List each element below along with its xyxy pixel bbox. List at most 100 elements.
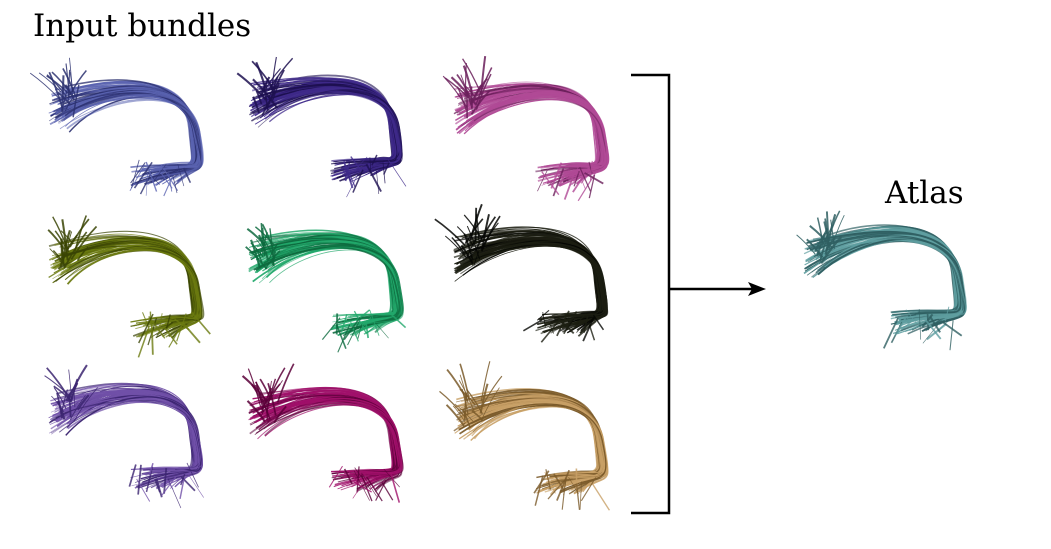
fiber-stray	[69, 395, 86, 421]
fiber-stray	[926, 323, 947, 341]
fiber-stray	[466, 225, 481, 260]
fiber-stray	[549, 323, 554, 334]
fiber-stray	[590, 481, 611, 511]
fiber-stray	[480, 222, 499, 250]
fiber-stray	[540, 319, 561, 343]
fiber-stray	[67, 69, 71, 102]
fiber-stray	[187, 473, 204, 498]
fiber-stray	[158, 313, 163, 335]
fiber-stray	[263, 399, 269, 423]
fiber-stray	[70, 225, 98, 260]
fiber-stray	[574, 166, 579, 184]
fiber-stray	[925, 319, 941, 332]
fiber-stray	[375, 479, 387, 501]
fiber-stray	[267, 84, 277, 99]
input-bundle-5	[245, 223, 407, 353]
bracket-arrow-connector	[631, 73, 766, 515]
fiber-stray	[541, 171, 560, 196]
fiber-stray	[163, 467, 168, 494]
fiber-stray	[72, 84, 80, 118]
fiber-stray	[882, 317, 899, 349]
fiber-stray	[259, 378, 272, 401]
fiber-stray	[260, 76, 271, 96]
fiber-streamline	[456, 245, 608, 333]
fiber-stray	[366, 476, 383, 502]
fiber-stray	[148, 462, 154, 476]
fiber-stray	[460, 244, 474, 265]
fiber-streamline	[459, 403, 607, 492]
fiber-stray	[376, 323, 389, 339]
fiber-stray	[130, 162, 146, 184]
fiber-stray	[57, 91, 71, 105]
fiber-stray	[923, 318, 942, 340]
fiber-stray	[354, 316, 372, 337]
fiber-stray	[49, 248, 64, 266]
fiber-stray	[154, 478, 161, 493]
fiber-streamline	[257, 241, 404, 330]
fiber-stray	[547, 477, 567, 500]
fiber-stray	[69, 70, 87, 96]
fiber-stray	[796, 234, 816, 255]
fiber-stray	[343, 316, 361, 341]
fiber-stray	[828, 210, 841, 236]
input-bundle-9	[439, 361, 611, 511]
fiber-stray	[342, 166, 353, 183]
fiber-stray	[163, 174, 174, 197]
fiber-stray	[463, 233, 474, 260]
fiber-stray	[371, 154, 378, 166]
fiber-streamline	[255, 404, 401, 473]
fiber-stray	[76, 394, 90, 411]
fiber-streamline	[454, 242, 608, 316]
fiber-stray	[434, 218, 466, 246]
fiber-stray	[381, 482, 394, 501]
fiber-stray	[466, 239, 477, 258]
fiber-stray	[268, 243, 279, 260]
fiber-stray	[922, 320, 942, 344]
fiber-stray	[480, 361, 491, 402]
fiber-stray	[456, 86, 467, 110]
fiber-stray	[148, 315, 166, 339]
fiber-stray	[51, 395, 65, 413]
fiber-streamline	[66, 99, 204, 181]
fiber-stray	[346, 169, 361, 198]
fiber-stray	[388, 311, 407, 329]
fiber-stray	[271, 82, 280, 101]
fiber-stray	[66, 364, 88, 402]
fiber-stray	[276, 363, 295, 403]
fiber-stray	[816, 227, 829, 257]
input-bundles-title: Input bundles	[33, 8, 252, 44]
atlas-title: Atlas	[885, 175, 964, 211]
fiber-stray	[254, 384, 271, 420]
fiber-stray	[261, 380, 283, 416]
input-bundles-grid	[29, 55, 611, 511]
fiber-stray	[172, 175, 178, 194]
fiber-stray	[62, 68, 77, 98]
input-bundle-6	[434, 203, 609, 343]
fiber-stray	[579, 481, 582, 510]
fiber-stray	[60, 238, 66, 269]
fiber-stray	[584, 172, 604, 185]
fiber-stray	[474, 216, 497, 252]
fiber-streamline	[261, 246, 402, 331]
fiber-stray	[894, 320, 913, 336]
fiber-stray	[353, 470, 370, 501]
fiber-stray	[573, 171, 580, 187]
fiber-stray	[64, 98, 73, 112]
fiber-streamline	[463, 96, 607, 168]
fiber-stray	[592, 314, 605, 331]
fiber-stray	[356, 466, 360, 493]
fiber-stray	[251, 60, 276, 91]
fiber-stray	[820, 236, 843, 265]
fiber-stray	[261, 236, 276, 260]
fiber-stray	[69, 57, 74, 96]
fiber-stray	[267, 383, 277, 416]
fiber-stray	[563, 478, 567, 496]
fiber-streamline	[61, 401, 201, 470]
fiber-stray	[462, 58, 482, 95]
fiber-stray	[129, 164, 146, 192]
fiber-streamline	[269, 249, 403, 329]
fiber-stray	[918, 309, 922, 340]
fiber-stray	[572, 167, 590, 193]
fiber-stray	[458, 380, 476, 413]
fiber-stray	[133, 161, 153, 189]
